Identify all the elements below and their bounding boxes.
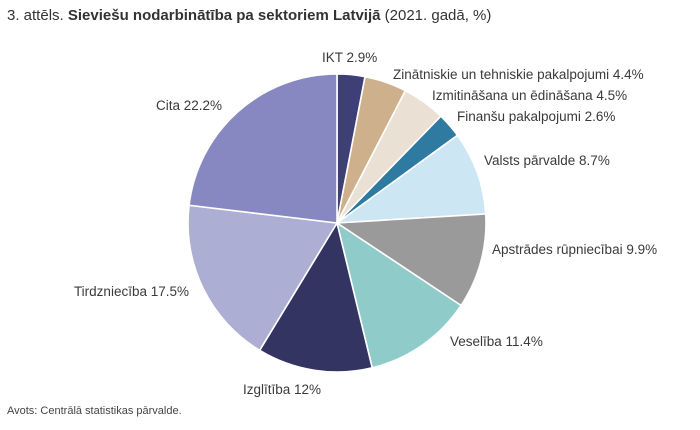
slice-label-cita: Cita 22.2% xyxy=(156,98,222,113)
pie-labels: IKT 2.9% Zinātniskie un tehniskie pakalpo… xyxy=(74,50,657,397)
slice-label-apstrades-rupniecibai: Apstrādes rūpniecībai 9.9% xyxy=(492,242,657,257)
slice-label-izglitiba: Izglītība 12% xyxy=(243,382,321,397)
slice-label-valsts-parvalde: Valsts pārvalde 8.7% xyxy=(484,153,610,168)
title-suffix: (2021. gadā, %) xyxy=(384,7,492,24)
title-main: Sieviešu nodarbinātība pa sektoriem Latv… xyxy=(67,7,381,24)
slice-label-veseliba: Veselība 11.4% xyxy=(450,334,543,349)
pie-slice-izglitiba xyxy=(258,222,374,373)
slice-label-zinatniskie-un-tehniskie-pakalpojumi: Zinātniskie un tehniskie pakalpojumi 4.4… xyxy=(393,67,644,82)
source-note: Avots: Centrālā statistikas pārvalde. xyxy=(7,405,182,417)
slice-label-ikt: IKT 2.9% xyxy=(322,50,377,65)
pie-slice-veseliba xyxy=(336,222,462,369)
slice-label-tirdznieciba: Tirdzniecība 17.5% xyxy=(74,284,189,299)
chart-title: 3. attēls. Sieviešu nodarbinātība pa sek… xyxy=(7,7,491,24)
slice-label-finansu-pakalpojumi: Finanšu pakalpojumi 2.6% xyxy=(457,109,615,124)
pie-slice-cita xyxy=(188,73,338,224)
pie-slice-apstrades-rupniecibai xyxy=(336,213,487,307)
pie-slice-tirdznieciba xyxy=(187,204,338,352)
pie-slices xyxy=(187,73,487,373)
slice-label-izmitinasana-un-edinasana: Izmitināšana un ēdināšana 4.5% xyxy=(432,88,627,103)
pie-slice-valsts-parvalde xyxy=(336,134,487,224)
title-prefix: 3. attēls. xyxy=(7,7,64,24)
